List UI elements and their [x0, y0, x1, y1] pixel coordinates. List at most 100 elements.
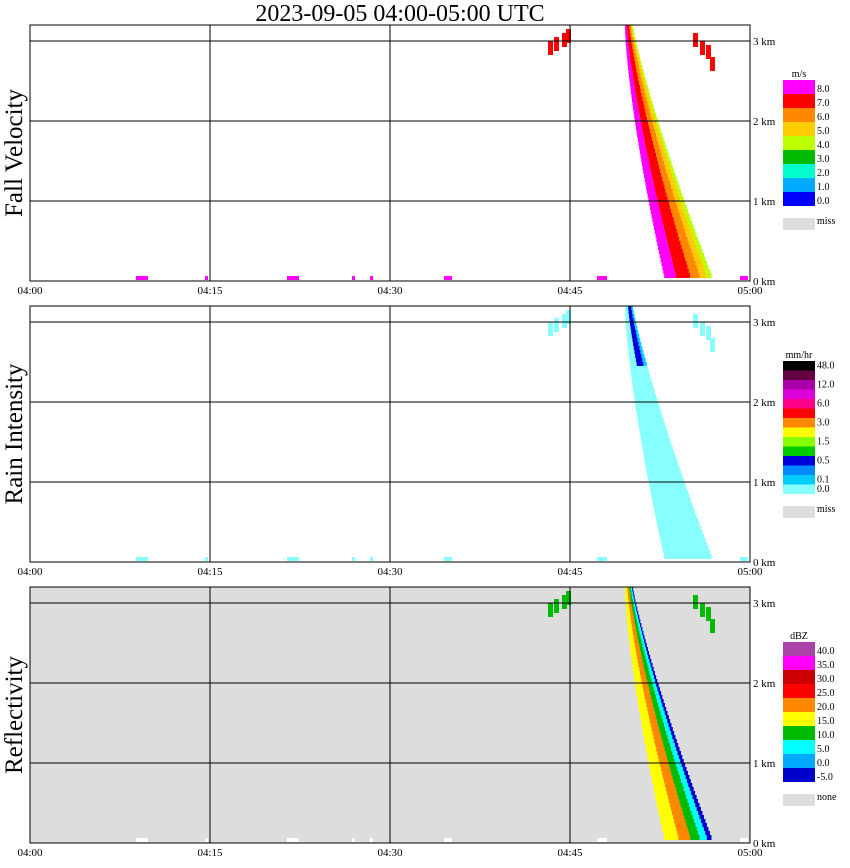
- streak-cell: [647, 193, 657, 198]
- surface-cell: [136, 838, 148, 842]
- y-tick-label: 0 km: [753, 276, 776, 288]
- streak-cell: [649, 161, 659, 166]
- streak-cell: [635, 406, 660, 411]
- streak-cell: [628, 69, 633, 74]
- streak-cell: [646, 470, 681, 475]
- streak-cell: [645, 109, 650, 114]
- legend-label: 0.5: [817, 456, 830, 467]
- streak-cell: [644, 458, 677, 463]
- streak-cell: [661, 735, 668, 740]
- streak-cell: [703, 827, 709, 832]
- legend-swatch: [783, 456, 815, 466]
- streak-cell: [656, 518, 699, 523]
- streak-cell: [687, 799, 694, 804]
- streak-cell: [635, 611, 638, 616]
- streak-cell: [637, 623, 640, 628]
- streak-cell: [631, 587, 633, 592]
- streak-cell: [663, 181, 671, 186]
- streak-cell: [649, 125, 654, 130]
- streak-cell: [633, 635, 638, 640]
- streak-cell: [664, 229, 677, 234]
- streak-cell: [643, 173, 652, 178]
- streak-cell: [658, 691, 662, 696]
- streak-cell: [691, 229, 696, 234]
- surface-cell: [205, 838, 208, 842]
- streak-cell: [640, 651, 645, 656]
- y-tick-label: 2 km: [753, 678, 776, 690]
- upper-cell: [700, 322, 705, 336]
- legend-unit: dBZ: [790, 631, 808, 642]
- streak-cell: [640, 715, 649, 720]
- streak-cell: [645, 93, 649, 98]
- streak-cell: [658, 141, 663, 146]
- streak-cell: [637, 73, 641, 78]
- streak-cell: [632, 33, 634, 38]
- streak-cell: [631, 619, 635, 624]
- streak-cell: [648, 667, 652, 672]
- streak-cell: [646, 647, 648, 652]
- streak-cell: [706, 835, 712, 840]
- streak-cell: [681, 217, 687, 222]
- streak-cell: [661, 137, 664, 142]
- streak-cell: [641, 631, 644, 636]
- x-tick-label: 04:00: [17, 847, 43, 859]
- streak-cell: [664, 185, 672, 190]
- streak-cell: [626, 330, 632, 335]
- streak-cell: [649, 659, 652, 664]
- streak-cell: [694, 819, 701, 824]
- streak-cell: [636, 607, 638, 612]
- streak-cell: [662, 827, 677, 832]
- streak-cell: [652, 217, 662, 222]
- legend-label: 6.0: [817, 399, 830, 410]
- streak-cell: [664, 554, 712, 559]
- streak-cell: [706, 273, 712, 278]
- streak-cell: [640, 89, 645, 94]
- legend-label: 0.1: [817, 475, 830, 486]
- surface-cell: [136, 557, 148, 561]
- legend-miss-label: miss: [817, 504, 835, 515]
- streak-cell: [693, 237, 699, 242]
- streak-cell: [642, 643, 646, 648]
- streak-cell: [705, 269, 710, 274]
- streak-cell: [626, 45, 629, 50]
- streak-cell: [663, 831, 678, 836]
- streak-cell: [650, 113, 654, 118]
- streak-cell: [675, 225, 684, 230]
- streak-cell: [688, 803, 696, 808]
- streak-cell: [641, 719, 650, 724]
- upper-cell: [710, 57, 715, 71]
- streak-cell: [630, 85, 635, 90]
- streak-cell: [667, 759, 675, 764]
- streak-cell: [660, 767, 671, 772]
- streak-cell: [669, 249, 683, 254]
- streak-cell: [639, 113, 647, 118]
- streak-cell: [635, 354, 642, 359]
- upper-cell: [548, 322, 553, 336]
- streak-cell: [635, 89, 641, 94]
- streak-cell: [631, 374, 651, 379]
- streak-cell: [645, 462, 679, 467]
- streak-cell: [636, 45, 638, 50]
- legend-label: 4.0: [817, 140, 830, 151]
- streak-cell: [630, 322, 635, 327]
- streak-cell: [645, 181, 654, 186]
- streak-cell: [662, 265, 674, 270]
- upper-cell: [562, 33, 567, 47]
- streak-cell: [672, 213, 680, 218]
- streak-cell: [630, 33, 633, 38]
- streak-cell: [637, 101, 644, 106]
- streak-cell: [699, 273, 707, 278]
- colorbar-legend: mm/hr 48.0 12.0 6.0 3.0 1.5 0.5 0.10.0 miss: [783, 350, 835, 518]
- upper-cell: [706, 45, 711, 59]
- legend-miss-label: none: [817, 792, 837, 803]
- streak-cell: [653, 735, 662, 740]
- streak-cell: [632, 69, 637, 74]
- streak-cell: [631, 591, 633, 596]
- streak-cell: [629, 81, 635, 86]
- streak-cell: [648, 683, 653, 688]
- streak-cell: [636, 615, 639, 620]
- streak-cell: [694, 257, 701, 262]
- streak-cell: [659, 759, 668, 764]
- streak-cell: [630, 370, 650, 375]
- streak-cell: [631, 29, 633, 34]
